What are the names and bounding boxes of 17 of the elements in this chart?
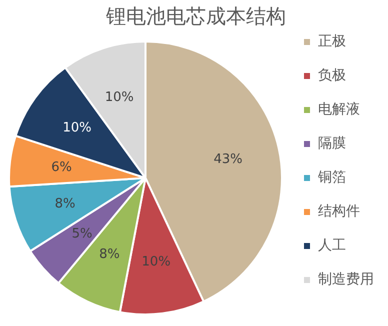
legend-label: 人工 [318, 238, 346, 254]
data-label: 8% [99, 246, 120, 262]
data-label: 43% [214, 152, 243, 167]
data-label: 8% [54, 196, 76, 212]
legend-label: 铜箔 [317, 170, 346, 186]
legend-label: 电解液 [318, 102, 360, 118]
data-label: 10% [142, 254, 171, 270]
data-label: 10% [104, 90, 134, 105]
data-label: 10% [62, 120, 92, 136]
legend-label: 隔膜 [318, 136, 346, 152]
legend-label: 制造费用 [318, 272, 374, 288]
legend-label: 结构件 [318, 204, 360, 220]
data-label: 6% [51, 160, 72, 175]
data-label: 5% [72, 226, 92, 242]
legend-label: 正极 [318, 34, 346, 50]
chart-title: 锂电池电芯成本结构 [105, 4, 286, 28]
legend-label: 负极 [318, 68, 346, 84]
